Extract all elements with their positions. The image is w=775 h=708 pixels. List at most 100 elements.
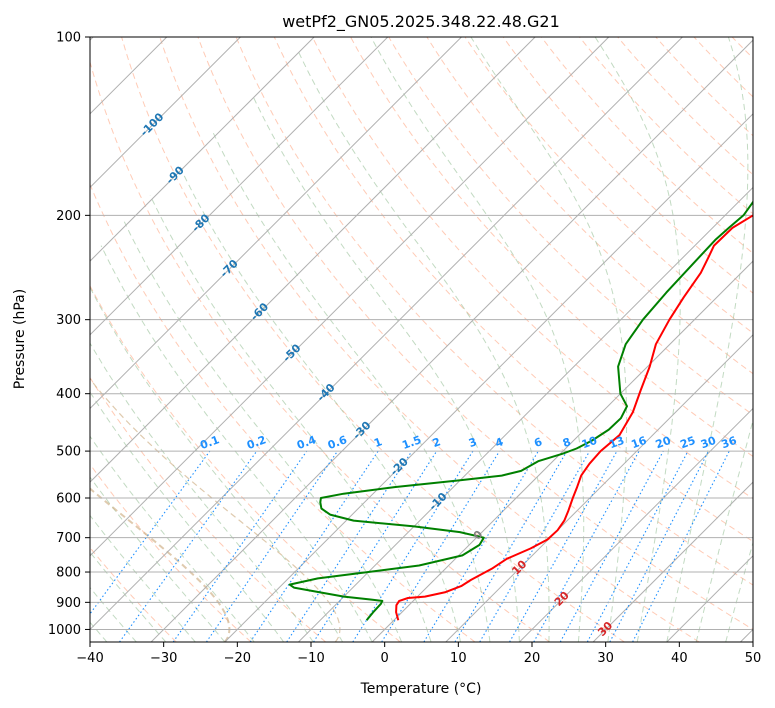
mixing-ratio-label: 3 — [467, 435, 479, 450]
x-tick-label: −30 — [150, 651, 177, 666]
mixing-ratio-line — [479, 450, 591, 642]
dry-adiabat — [159, 37, 700, 642]
mixing-ratio-line — [533, 450, 640, 642]
dry-adiabat — [197, 37, 753, 630]
y-tick-label: 500 — [56, 445, 81, 460]
moist-adiabat — [666, 37, 749, 642]
mixing-ratio-line — [559, 450, 664, 642]
y-tick-label: 700 — [56, 531, 81, 546]
dry-adiabat — [90, 60, 551, 642]
y-tick-label: 200 — [56, 209, 81, 224]
y-axis-label: Pressure (hPa) — [12, 289, 28, 389]
mixing-ratio-label: 1.5 — [400, 433, 423, 452]
x-tick-label: −40 — [76, 651, 103, 666]
x-tick-label: −20 — [224, 651, 251, 666]
y-tick-label: 900 — [56, 596, 81, 611]
x-tick-label: 50 — [745, 651, 762, 666]
moist-adiabat — [178, 165, 461, 642]
mixing-ratio-label: 25 — [678, 434, 697, 451]
isotherm-line — [224, 113, 753, 642]
dry-adiabat — [235, 37, 753, 586]
isotherm-line — [592, 481, 753, 642]
isotherm-line — [90, 37, 389, 336]
y-tick-label: 300 — [56, 313, 81, 328]
plot-frame — [89, 36, 754, 643]
moist-adiabat — [90, 435, 255, 642]
dry-adiabat — [273, 37, 753, 543]
mixing-ratio-line — [509, 450, 618, 642]
mixing-ratio-label: 4 — [494, 435, 506, 450]
isotherm-line — [90, 37, 536, 483]
isotherm-line — [298, 186, 753, 642]
mixing-ratio-line — [352, 450, 474, 642]
moist-adiabat — [100, 245, 373, 642]
mixing-ratio-line — [381, 450, 500, 642]
dewpoint-line — [288, 199, 753, 621]
dry-adiabat — [90, 376, 327, 642]
moist-adiabat — [594, 37, 681, 642]
y-tick-label: 400 — [56, 387, 81, 402]
mixing-ratio-label: 0.4 — [295, 433, 318, 452]
mixing-ratio-line — [205, 450, 338, 642]
moist-adiabat — [470, 37, 628, 642]
y-tick-label: 100 — [56, 31, 81, 46]
x-tick-label: −10 — [297, 651, 324, 666]
isotherm-line — [90, 37, 610, 557]
moist-adiabat — [90, 286, 344, 642]
dry-adiabat — [121, 37, 625, 642]
y-tick-label: 800 — [56, 566, 81, 581]
isotherm-line — [445, 334, 753, 642]
x-tick-label: 30 — [597, 651, 614, 666]
y-tick-label: 600 — [56, 492, 81, 507]
moist-adiabat — [725, 540, 753, 642]
sounding-lines — [288, 199, 753, 621]
moist-adiabat — [90, 514, 196, 642]
moist-adiabat — [370, 37, 585, 642]
mixing-ratio-line — [454, 450, 568, 642]
x-tick-label: 20 — [524, 651, 541, 666]
isotherm-line — [150, 39, 753, 642]
moist-adiabat — [149, 195, 432, 642]
isotherm-line — [371, 260, 753, 642]
mixing-ratio-label: 10 — [580, 434, 599, 452]
x-tick-label: 0 — [381, 651, 389, 666]
dry-adiabat — [311, 37, 753, 500]
mixing-ratio-label: 2 — [431, 435, 443, 450]
mixing-ratio-line — [172, 450, 308, 642]
x-tick-label: 40 — [671, 651, 688, 666]
mixing-ratio-line — [313, 450, 438, 642]
mixing-ratio-label: 16 — [630, 434, 649, 452]
moist-adiabat — [90, 342, 314, 642]
isotherm-line — [90, 37, 315, 262]
moist-adiabat — [695, 418, 753, 642]
mixing-ratio-label: 0.2 — [245, 433, 268, 452]
isotherm-line — [90, 37, 462, 410]
y-axis: 100 200 300 400 500 600 700 800 900 1000 — [48, 31, 90, 638]
temperature-line — [395, 214, 753, 621]
mixing-ratio-label: 0.6 — [326, 433, 349, 452]
dry-adiabat — [90, 463, 252, 642]
chart-title: wetPf2_GN05.2025.348.22.48.G21 — [282, 12, 560, 32]
moist-adiabat — [296, 49, 550, 642]
mixing-ratio-label: 13 — [607, 434, 626, 451]
mixing-ratio-label: 0.1 — [198, 433, 221, 452]
mixing-ratio-label: 8 — [561, 435, 573, 450]
moist-adiabat — [251, 94, 520, 642]
mixing-ratio-line — [423, 450, 539, 642]
moist-adiabat — [90, 476, 226, 642]
isotherm-line — [90, 37, 241, 189]
mixing-ratio-label: 36 — [720, 434, 739, 452]
mixing-ratio-label: 6 — [532, 435, 544, 450]
dry-adiabat — [502, 37, 753, 294]
mixing-ratio-label: 1 — [372, 435, 384, 450]
isotherm-line — [519, 407, 753, 642]
pressure-grid — [90, 37, 753, 630]
y-tick-label: 1000 — [48, 623, 81, 638]
isotherm-line — [90, 37, 683, 631]
mixing-ratio-label: 30 — [699, 434, 718, 452]
x-axis-label: Temperature (°C) — [360, 681, 482, 697]
x-axis: −40 −30 −20 −10 0 10 20 30 40 50 — [76, 642, 761, 666]
x-tick-label: 10 — [450, 651, 467, 666]
